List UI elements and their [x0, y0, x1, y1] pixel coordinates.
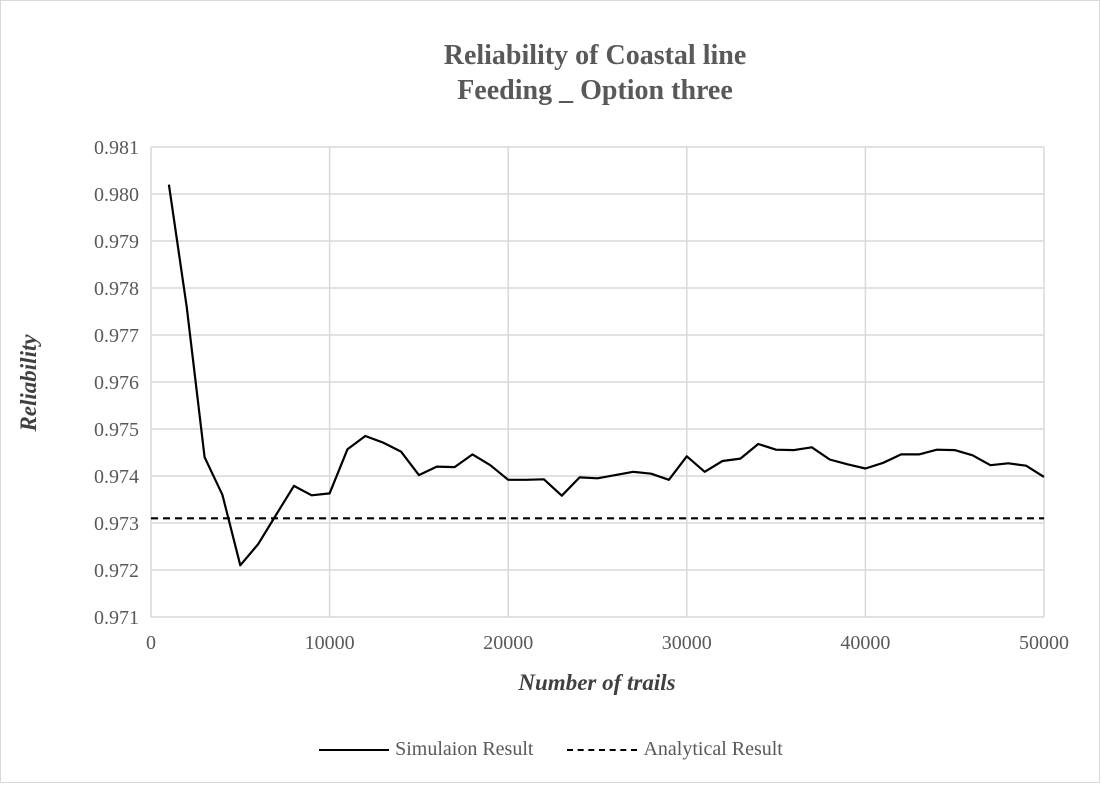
y-tick-label: 0.976 [94, 372, 139, 394]
gridlines [150, 146, 1045, 618]
chart-title-line-1: Reliability of Coastal line [443, 40, 747, 71]
x-axis-title: Number of trails [517, 670, 675, 695]
legend-label-simulation: Simulaion Result [395, 738, 534, 760]
x-tick-label: 30000 [662, 632, 712, 654]
x-tick-label: 20000 [483, 632, 533, 654]
y-axis-title: Reliability [16, 334, 41, 433]
series-lines [151, 184, 1045, 567]
y-tick-label: 0.974 [94, 466, 139, 488]
y-tick-label: 0.975 [94, 419, 139, 441]
x-tick-label: 10000 [305, 632, 355, 654]
x-tick-label: 50000 [1019, 632, 1069, 654]
y-tick-label: 0.978 [94, 278, 139, 300]
x-tick-label: 0 [146, 632, 156, 654]
legend-item-simulation: Simulaion Result [319, 738, 533, 761]
chart-title-line-2: Feeding _ Option three [457, 75, 733, 106]
y-tick-label: 0.981 [94, 137, 139, 159]
legend-item-analytical: Analytical Result [567, 738, 783, 761]
y-tick-label: 0.973 [94, 513, 139, 535]
y-tick-label: 0.980 [94, 184, 139, 206]
legend-label-analytical: Analytical Result [643, 738, 783, 760]
legend: Simulaion Result Analytical Result [0, 738, 1102, 761]
legend-swatch-solid [319, 748, 390, 751]
legend-swatch-dashed [567, 748, 638, 751]
y-tick-label: 0.977 [94, 325, 139, 347]
y-tick-label: 0.979 [94, 231, 139, 253]
y-tick-label: 0.971 [94, 607, 139, 629]
x-tick-label: 40000 [840, 632, 890, 654]
tick-labels: 0.971 0.972 0.973 0.974 0.975 0.976 0.977 0.978… [94, 137, 1069, 654]
y-tick-label: 0.972 [94, 560, 139, 582]
simulation-result-line [167, 184, 1045, 567]
